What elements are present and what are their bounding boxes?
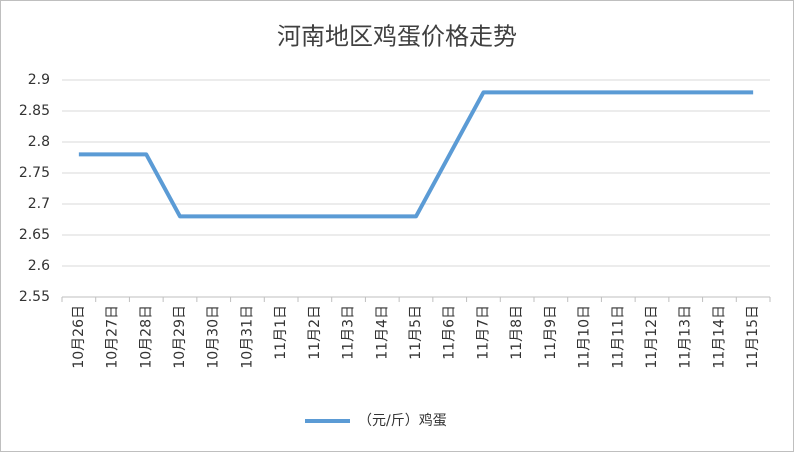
y-tick-label: 2.55 [19, 289, 50, 305]
x-tick-label: 10月26日 [71, 305, 87, 369]
y-tick-label: 2.65 [19, 227, 50, 243]
x-tick-label: 11月5日 [408, 305, 424, 360]
x-tick-label: 10月27日 [105, 305, 121, 369]
chart-title: 河南地区鸡蛋价格走势 [277, 23, 517, 51]
x-tick-label: 10月30日 [206, 305, 222, 369]
line-series [78, 90, 754, 219]
x-tick-label: 11月7日 [475, 305, 491, 360]
x-tick-label: 11月15日 [745, 305, 761, 369]
y-tick-label: 2.9 [28, 72, 50, 88]
y-tick-label: 2.75 [19, 165, 50, 181]
x-tick-label: 11月13日 [678, 305, 694, 369]
x-tick-label: 11月9日 [543, 305, 559, 360]
y-tick-label: 2.6 [28, 258, 50, 274]
x-tick-label: 10月31日 [239, 305, 255, 369]
y-tick-label: 2.8 [28, 134, 50, 150]
x-tick-label: 11月10日 [577, 305, 593, 369]
x-tick-label: 11月11日 [610, 305, 626, 369]
x-tick-label: 11月14日 [711, 305, 727, 369]
x-tick-label: 10月29日 [172, 305, 188, 369]
x-tick-label: 11月2日 [307, 305, 323, 360]
legend-label: （元/斤）鸡蛋 [358, 412, 447, 429]
x-tick-label: 11月8日 [509, 305, 525, 360]
x-tick-label: 11月3日 [341, 305, 357, 360]
x-tick-label: 11月6日 [442, 305, 458, 360]
x-tick-label: 10月28日 [138, 305, 154, 369]
y-tick-label: 2.85 [19, 103, 50, 119]
x-tick-label: 11月4日 [374, 305, 390, 360]
x-tick-label: 11月12日 [644, 305, 660, 369]
y-tick-label: 2.7 [28, 196, 50, 212]
x-tick-label: 11月1日 [273, 305, 289, 360]
